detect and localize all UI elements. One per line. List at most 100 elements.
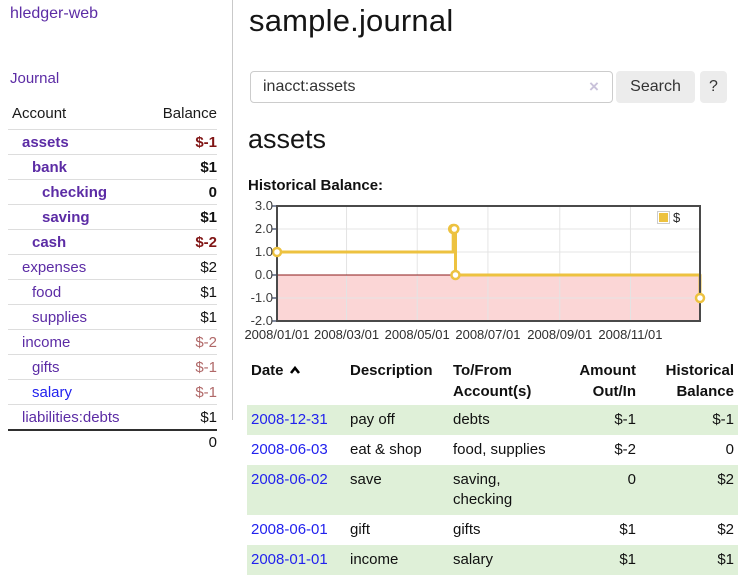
y-axis-tick-label: 0.0 (254, 267, 273, 282)
register-header-row: Date Description To/From Account(s) Amou… (247, 357, 738, 405)
transaction-description: save (350, 470, 382, 488)
transaction-amount: $-1 (614, 411, 636, 429)
x-axis-tick-label: 2008/01/01 (244, 327, 310, 342)
sidebar-item-journal[interactable]: Journal (10, 70, 60, 87)
search-input[interactable] (250, 71, 613, 103)
register-header-accounts: To/From Account(s) (453, 362, 532, 400)
x-axis-tick-label: 2008/09/01 (527, 327, 593, 342)
register-table: Date Description To/From Account(s) Amou… (247, 357, 738, 575)
account-balance: $1 (200, 158, 217, 176)
transaction-amount: 0 (627, 470, 636, 488)
account-link[interactable]: income (22, 333, 71, 351)
sort-ascending-icon (289, 365, 300, 374)
x-axis-tick-label: 2008/03/01 (313, 327, 380, 342)
page-title: sample.journal (249, 3, 454, 38)
transaction-accounts: saving, checking (453, 470, 513, 509)
accounts-table-header: Account Balance (8, 105, 217, 122)
account-row: assets $-1 (8, 129, 217, 154)
account-link[interactable]: expenses (22, 258, 87, 276)
transaction-date-link[interactable]: 2008-06-02 (251, 470, 328, 488)
transaction-date-link[interactable]: 2008-01-01 (251, 550, 328, 568)
account-link[interactable]: assets (22, 133, 69, 151)
account-link[interactable]: salary (32, 383, 73, 401)
transaction-date-cell: 2008-06-01 (247, 515, 346, 545)
balance-chart: $ 3.0 2.0 1.0 0.0 -1.0 -2.0 2008/01/01 2008/03/… (240, 198, 742, 348)
search-button[interactable]: Search (616, 71, 695, 103)
account-balance: $1 (200, 283, 217, 301)
transaction-amount: $-2 (614, 441, 636, 459)
transaction-accounts: food, supplies (453, 441, 546, 459)
app-brand-link[interactable]: hledger-web (10, 5, 99, 22)
account-heading: assets (248, 124, 327, 154)
x-axis-tick-label: 2008/05/01 (384, 327, 450, 342)
transaction-balance: $2 (717, 470, 734, 488)
transaction-amount: $1 (619, 521, 636, 539)
transaction-row: 2008-12-31 pay off debts $-1 $-1 (247, 405, 738, 436)
register-header-balance: Historical Balance (665, 362, 734, 400)
transaction-row: 2008-01-01 income salary $1 $1 (247, 544, 738, 575)
account-balance: $-1 (195, 383, 217, 401)
account-balance: $-1 (195, 358, 217, 376)
transaction-accounts: debts (453, 411, 490, 429)
transaction-balance: $2 (717, 521, 734, 539)
account-link[interactable]: bank (32, 158, 68, 176)
account-row: expenses $2 (8, 254, 217, 279)
legend-label: $ (673, 210, 681, 225)
account-row: saving $1 (8, 204, 217, 229)
transaction-date-cell: 2008-01-01 (247, 545, 346, 575)
account-link[interactable]: cash (32, 233, 67, 251)
transaction-balance: $1 (717, 550, 734, 568)
transaction-date-link[interactable]: 2008-12-31 (251, 411, 328, 429)
register-header-date[interactable]: Date (247, 357, 346, 405)
transaction-date-cell: 2008-12-31 (247, 405, 346, 435)
account-row: liabilities:debts $1 (8, 404, 217, 429)
transaction-accounts: salary (453, 550, 494, 568)
y-axis-tick-label: 2.0 (254, 221, 273, 236)
account-row: supplies $1 (8, 304, 217, 329)
account-link[interactable]: supplies (32, 308, 88, 326)
transaction-amount: $1 (619, 550, 636, 568)
transaction-description: pay off (350, 411, 395, 429)
x-axis-tick-label: 2008/11/01 (598, 327, 663, 342)
account-link[interactable]: gifts (32, 358, 60, 376)
account-row: income $-2 (8, 329, 217, 354)
register-header-amount: Amount Out/In (579, 362, 636, 400)
account-balance: 0 (208, 183, 217, 201)
transaction-accounts: gifts (453, 521, 481, 539)
account-balance: $-1 (195, 133, 217, 151)
account-balance: $2 (200, 258, 217, 276)
transaction-date-cell: 2008-06-02 (247, 465, 346, 515)
account-row: checking 0 (8, 179, 217, 204)
chart-title: Historical Balance: (248, 177, 384, 194)
account-link[interactable]: food (32, 283, 62, 301)
account-row: food $1 (8, 279, 217, 304)
y-axis-tick-label: 3.0 (254, 198, 273, 213)
y-axis-tick-label: -2.0 (250, 313, 273, 328)
help-button[interactable]: ? (700, 71, 727, 103)
account-balance: $1 (200, 408, 217, 426)
clear-search-icon[interactable]: × (589, 77, 599, 96)
transaction-date-link[interactable]: 2008-06-03 (251, 441, 328, 459)
chart-legend: $ (655, 209, 683, 226)
transaction-balance: 0 (725, 441, 734, 459)
account-link[interactable]: checking (42, 183, 108, 201)
account-link[interactable]: saving (42, 208, 90, 226)
x-axis-tick-label: 2008/07/01 (455, 327, 521, 342)
legend-swatch-icon (657, 211, 670, 224)
transaction-date-link[interactable]: 2008-06-01 (251, 521, 328, 539)
balance-chart-canvas[interactable] (240, 200, 742, 330)
accounts-header-account: Account (12, 105, 67, 122)
account-row: bank $1 (8, 154, 217, 179)
accounts-header-balance: Balance (162, 105, 217, 122)
transaction-date-cell: 2008-06-03 (247, 435, 346, 465)
sidebar: hledger-web Journal Account Balance asse… (0, 0, 233, 451)
register-header-description: Description (350, 362, 433, 379)
account-row: gifts $-1 (8, 354, 217, 379)
transaction-row: 2008-06-01 gift gifts $1 $2 (247, 515, 738, 545)
account-balance: $1 (200, 208, 217, 226)
account-link[interactable]: liabilities:debts (22, 408, 120, 426)
transaction-description: gift (350, 521, 371, 539)
y-axis-tick-label: 1.0 (254, 244, 273, 259)
account-row: cash $-2 (8, 229, 217, 254)
